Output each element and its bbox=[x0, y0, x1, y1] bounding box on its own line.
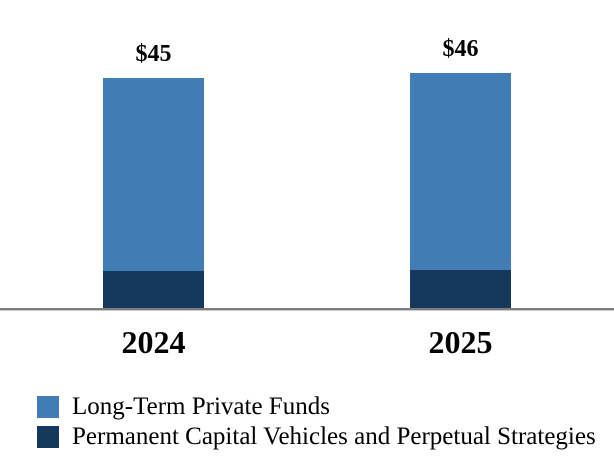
bar-segment-long-term-private-funds-2024 bbox=[103, 78, 204, 272]
bar-total-label-2024: $45 bbox=[135, 41, 172, 68]
legend-label-permanent-capital: Permanent Capital Vehicles and Perpetual… bbox=[72, 423, 596, 450]
legend-label-long-term-private-funds: Long-Term Private Funds bbox=[72, 393, 330, 420]
bar-2025 bbox=[410, 72, 511, 310]
legend-item-permanent-capital: Permanent Capital Vehicles and Perpetual… bbox=[37, 424, 596, 450]
x-tick-label-2025: 2025 bbox=[428, 324, 493, 360]
legend-swatch-permanent-capital bbox=[37, 426, 59, 448]
bar-group-2024: $45 bbox=[103, 42, 204, 310]
legend-item-long-term-private-funds: Long-Term Private Funds bbox=[37, 394, 596, 420]
legend-swatch-long-term-private-funds bbox=[37, 396, 59, 418]
bar-segment-long-term-private-funds-2025 bbox=[410, 72, 511, 270]
plot-area: $45 $46 bbox=[0, 37, 614, 311]
x-axis-line bbox=[0, 308, 614, 311]
bar-2024 bbox=[103, 78, 204, 310]
bar-total-label-2025: $46 bbox=[442, 35, 479, 62]
legend: Long-Term Private Funds Permanent Capita… bbox=[37, 394, 596, 454]
bar-group-2025: $46 bbox=[410, 37, 511, 310]
x-tick-label-2024: 2024 bbox=[121, 324, 186, 360]
bar-segment-permanent-capital-2024 bbox=[103, 271, 204, 310]
bar-segment-permanent-capital-2025 bbox=[410, 270, 511, 310]
